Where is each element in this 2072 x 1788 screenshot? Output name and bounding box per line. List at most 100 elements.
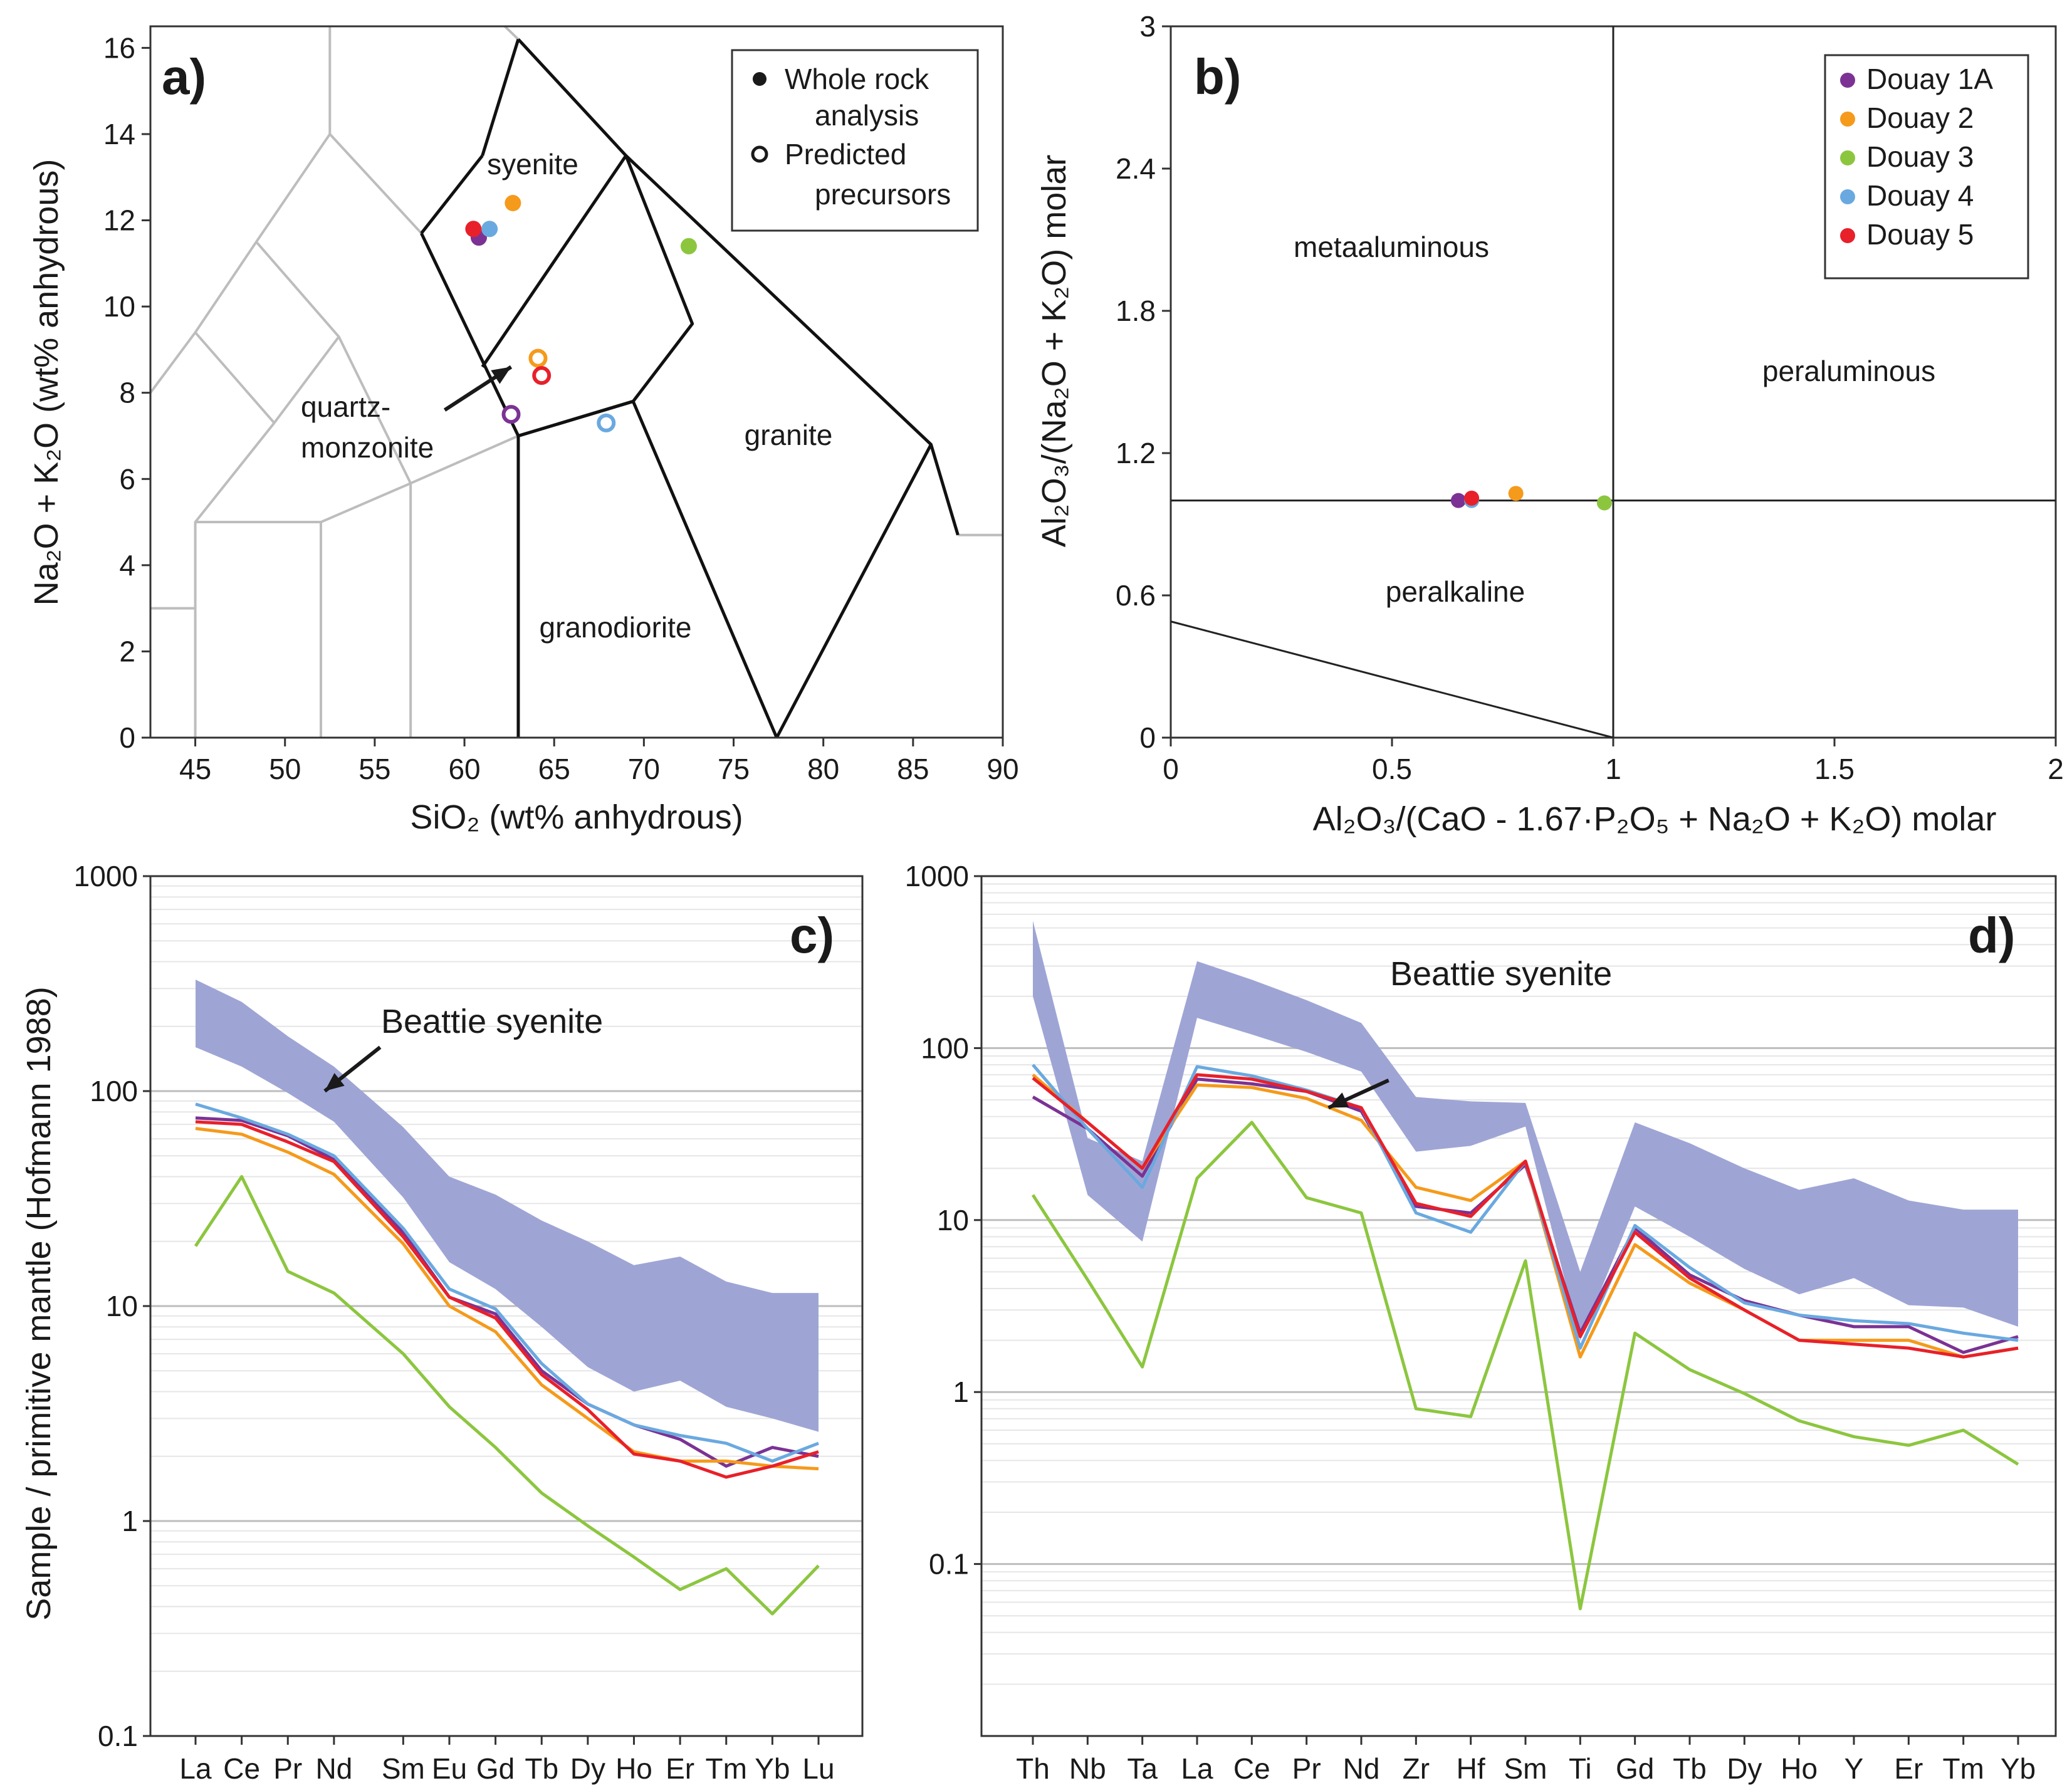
panel-d-x-ticks: Th Nb Ta La Ce Pr Nd Zr Hf Sm Ti Gd Tb Dy Ho Y Er Tm Yb [1016,1736,2036,1785]
panel-c-beattie-band [196,980,819,1432]
grey-field-line-0 [150,132,422,394]
x-tick-label-65: 65 [538,753,570,785]
panel-a-legend-box [731,49,979,232]
x-tick-label-th: Th [1016,1752,1050,1785]
x-tick-label-sm: Sm [382,1752,425,1785]
black-field-line-6 [625,154,933,446]
panel-b-label: b) [1194,49,1242,105]
y-tick-label-0-6: 0.6 [1116,579,1156,612]
x-tick-label-60: 60 [448,753,480,785]
point-douay-5 [1464,490,1480,506]
y-tick-label-2-4: 2.4 [1116,152,1156,185]
panel-a-x-axis-label: SiO₂ (wt% anhydrous) [410,798,743,836]
panel-b-boundaries [1170,26,2056,739]
x-tick-label-tm: Tm [1942,1752,1984,1785]
y-tick-label-10: 10 [103,290,135,323]
y-tick-label-1000: 1000 [905,860,969,892]
field-label-granite: granite [745,419,833,451]
panel-c-arrow-head [325,1073,345,1091]
panel-a-label: a) [162,49,206,105]
legend-predicted-label-2: precursors [815,178,951,211]
qm-arrow-head [491,367,511,384]
whole-rock-point-douay-2 [505,195,521,212]
panel-c-y-ticks: 0.1 1 10 100 1000 [74,860,150,1752]
predicted-point-douay-4 [597,413,616,432]
panel-a-y-ticks: 0 2 4 6 8 10 12 14 16 [103,31,150,754]
x-tick-label-2: 2 [2048,753,2064,785]
x-tick-label-gd: Gd [476,1752,515,1785]
x-tick-label-yb: Yb [755,1752,790,1785]
x-tick-label-tb: Tb [525,1752,558,1785]
x-tick-label-85: 85 [897,753,929,785]
panel-d: Th Nb Ta La Ce Pr Nd Zr Hf Sm Ti Gd Tb Dy Ho Y Er Tm Yb 0.… [905,860,2057,1785]
y-tick-label-3: 3 [1139,10,1156,43]
black-field-line-2 [420,154,484,234]
legend-predicted-label: Predicted [785,138,906,170]
legend-label-douay-2: Douay 2 [1866,102,1974,134]
point-douay-3 [1596,495,1612,511]
panel-b-legend-box [1824,54,2029,280]
panel-d-line-douay-3 [1031,1121,2019,1611]
panel-d-y-ticks: 0.1 1 10 100 1000 [905,860,981,1581]
legend-marker-douay-2 [1840,112,1855,127]
y-tick-label-10: 10 [106,1290,138,1322]
x-tick-label-tb: Tb [1673,1752,1707,1785]
y-tick-label-2: 2 [119,635,135,667]
panel-b-legend-items: Douay 1A Douay 2 Douay 3 Douay 4 Douay 5 [1840,63,1993,251]
panel-c-band-arrow [323,1045,382,1093]
x-tick-label-90: 90 [986,753,1018,785]
x-tick-label-nb: Nb [1069,1752,1106,1785]
y-tick-label-100: 100 [921,1032,969,1064]
x-tick-label-55: 55 [358,753,390,785]
panel-d-arrow-head [1328,1092,1349,1108]
x-tick-label-ti: Ti [1569,1752,1592,1785]
grey-field-line-3 [255,241,340,338]
panel-a-y-axis-label: Na₂O + K₂O (wt% anhydrous) [28,159,65,606]
panel-d-line-douay-5 [1032,1073,2019,1359]
panel-a-legend: Whole rock analysis Predicted precursors [731,49,979,232]
black-field-boundaries [420,38,960,738]
grey-field-line-10 [503,26,520,41]
y-tick-label-100: 100 [90,1075,138,1107]
legend-marker-douay-4 [1840,189,1855,204]
x-tick-label-la: La [179,1752,212,1785]
y-tick-label-12: 12 [103,204,135,237]
x-tick-label-dy: Dy [570,1752,605,1785]
field-label-peraluminous: peraluminous [1762,355,1935,387]
legend-marker-douay-3 [1840,150,1855,165]
panel-b-points [1450,486,1612,511]
panel-a-plot-frame [149,25,1004,739]
legend-whole-rock-label: Whole rock [785,63,929,95]
x-tick-label-y: Y [1844,1752,1864,1785]
x-tick-label-yb: Yb [2001,1752,2036,1785]
black-field-line-3 [420,233,520,437]
x-tick-label-50: 50 [269,753,301,785]
grey-field-boundaries [150,26,1003,738]
black-field-line-7 [481,154,627,368]
x-tick-label-70: 70 [628,753,660,785]
y-tick-label-1-2: 1.2 [1116,437,1156,469]
point-douay-1a [1450,493,1466,508]
x-tick-label-ho: Ho [615,1752,652,1785]
legend-marker-douay-5 [1840,228,1855,243]
legend-label-douay-1a: Douay 1A [1866,63,1993,95]
panel-c-label: c) [790,907,834,963]
x-tick-label-er: Er [666,1752,694,1785]
x-tick-label-ce: Ce [1233,1752,1270,1785]
grey-field-line-2 [194,422,411,524]
x-tick-label-45: 45 [179,753,211,785]
whole-rock-point-douay-4 [481,221,498,238]
panel-c-line-douay-2 [195,1127,819,1471]
y-tick-label-0-1: 0.1 [929,1548,969,1581]
whole-rock-point-douay-3 [680,238,697,254]
x-tick-label-eu: Eu [432,1752,467,1785]
x-tick-label-er: Er [1894,1752,1923,1785]
panel-b-legend: Douay 1A Douay 2 Douay 3 Douay 4 Douay 5 [1824,54,2029,280]
x-tick-label-0: 0 [1163,753,1179,785]
legend-whole-rock-marker [753,72,767,86]
panel-c-band-label: Beattie syenite [381,1003,603,1040]
legend-label-douay-4: Douay 4 [1866,179,1974,212]
legend-label-douay-5: Douay 5 [1866,218,1974,251]
x-tick-label-1-5: 1.5 [1814,753,1855,785]
